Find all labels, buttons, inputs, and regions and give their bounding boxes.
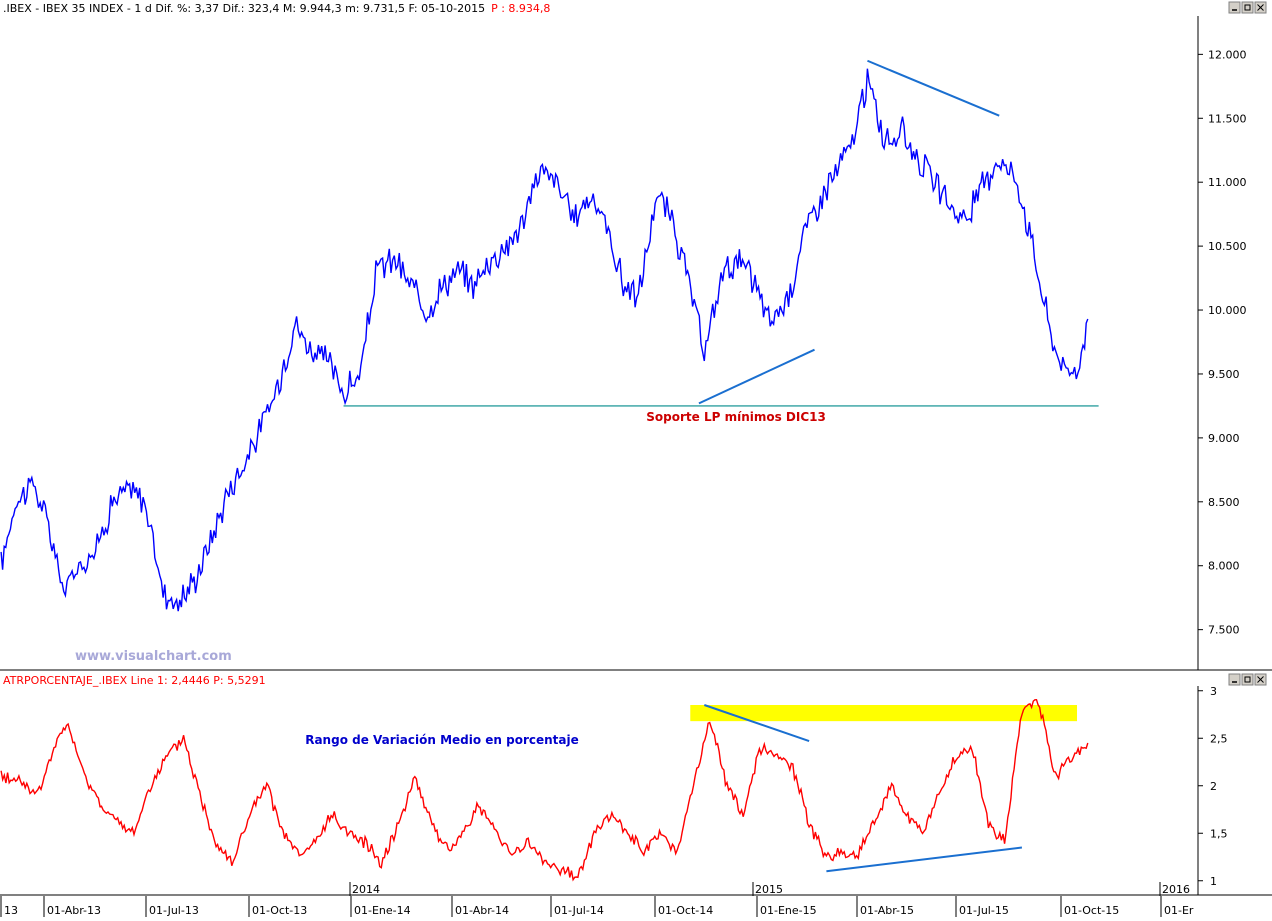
atr-highlight-band	[690, 705, 1078, 722]
main-panel-title: .IBEX - IBEX 35 INDEX - 1 d Dif. %: 3,37…	[3, 2, 550, 15]
x-tick-label: 01-Oct-14	[658, 904, 713, 917]
lower-window-buttons	[1228, 673, 1267, 686]
price-y-tick-label: 11.000	[1208, 176, 1247, 189]
x-tick-label: 01-Ene-15	[760, 904, 817, 917]
maximize-icon[interactable]	[1241, 1, 1254, 14]
atr-plot	[0, 698, 1089, 882]
price-trend-line	[867, 59, 1000, 117]
price-y-tick-label: 8.500	[1208, 496, 1240, 509]
x-axis: 13 01-Abr-13 01-Jul-13 01-Oct-13 01-Ene-14 01…	[0, 882, 1272, 917]
lower-panel-title: ATRPORCENTAJE_.IBEX Line 1: 2,4446 P: 5,…	[3, 674, 266, 687]
main-panel-info: .IBEX - IBEX 35 INDEX - 1 d Dif. %: 3,37…	[3, 2, 485, 15]
x-tick-label: 01-Jul-15	[959, 904, 1009, 917]
close-icon[interactable]	[1254, 1, 1267, 14]
atr-y-tick-label: 1	[1210, 875, 1217, 888]
x-tick-label: 01-Jul-13	[149, 904, 199, 917]
price-y-tick-label: 9.000	[1208, 432, 1240, 445]
watermark: www.visualchart.com	[75, 649, 232, 664]
x-tick-label: 01-Abr-15	[860, 904, 914, 917]
x-tick-label: 13	[4, 904, 18, 917]
atr-y-axis: 1 1,5 2 2,5 3	[1197, 685, 1228, 895]
x-tick-label: 01-Jul-14	[554, 904, 604, 917]
year-label: 2014	[352, 883, 380, 896]
price-y-tick-label: 7.500	[1208, 624, 1240, 637]
minimize-icon[interactable]	[1228, 673, 1241, 686]
price-y-tick-label: 10.000	[1208, 304, 1247, 317]
atr-trend-line	[703, 704, 810, 743]
atr-y-tick-label: 2	[1210, 780, 1217, 793]
close-icon[interactable]	[1254, 673, 1267, 686]
year-label: 2015	[755, 883, 783, 896]
x-tick-label: 01-Abr-13	[47, 904, 101, 917]
price-y-tick-label: 12.000	[1208, 48, 1247, 61]
atr-y-tick-label: 1,5	[1210, 827, 1228, 840]
x-tick-label: 01-Abr-14	[455, 904, 509, 917]
atr-y-tick-label: 2,5	[1210, 732, 1228, 745]
atr-annotation: Rango de Variación Medio en porcentaje	[305, 733, 579, 747]
price-plot	[0, 59, 1099, 612]
price-y-tick-label: 8.000	[1208, 560, 1240, 573]
atr-trend-line	[826, 846, 1023, 873]
main-window-buttons	[1228, 1, 1267, 14]
x-tick-label: 01-Er	[1164, 904, 1194, 917]
price-y-tick-label: 9.500	[1208, 368, 1240, 381]
maximize-icon[interactable]	[1241, 673, 1254, 686]
price-trend-line	[698, 348, 815, 405]
support-annotation: Soporte LP mínimos DIC13	[646, 410, 826, 424]
x-tick-label: 01-Oct-15	[1064, 904, 1119, 917]
minimize-icon[interactable]	[1228, 1, 1241, 14]
price-y-tick-label: 10.500	[1208, 240, 1247, 253]
atr-series-line	[0, 698, 1089, 882]
main-panel-price: P : 8.934,8	[491, 2, 550, 15]
atr-y-tick-label: 3	[1210, 685, 1217, 698]
price-y-axis: 7.500 8.000 8.500 9.000 9.500 10.000 10.500 11.…	[1197, 16, 1247, 670]
x-tick-label: 01-Oct-13	[252, 904, 307, 917]
price-series-line	[0, 68, 1089, 612]
x-tick-label: 01-Ene-14	[354, 904, 411, 917]
price-y-tick-label: 11.500	[1208, 112, 1247, 125]
year-label: 2016	[1162, 883, 1190, 896]
